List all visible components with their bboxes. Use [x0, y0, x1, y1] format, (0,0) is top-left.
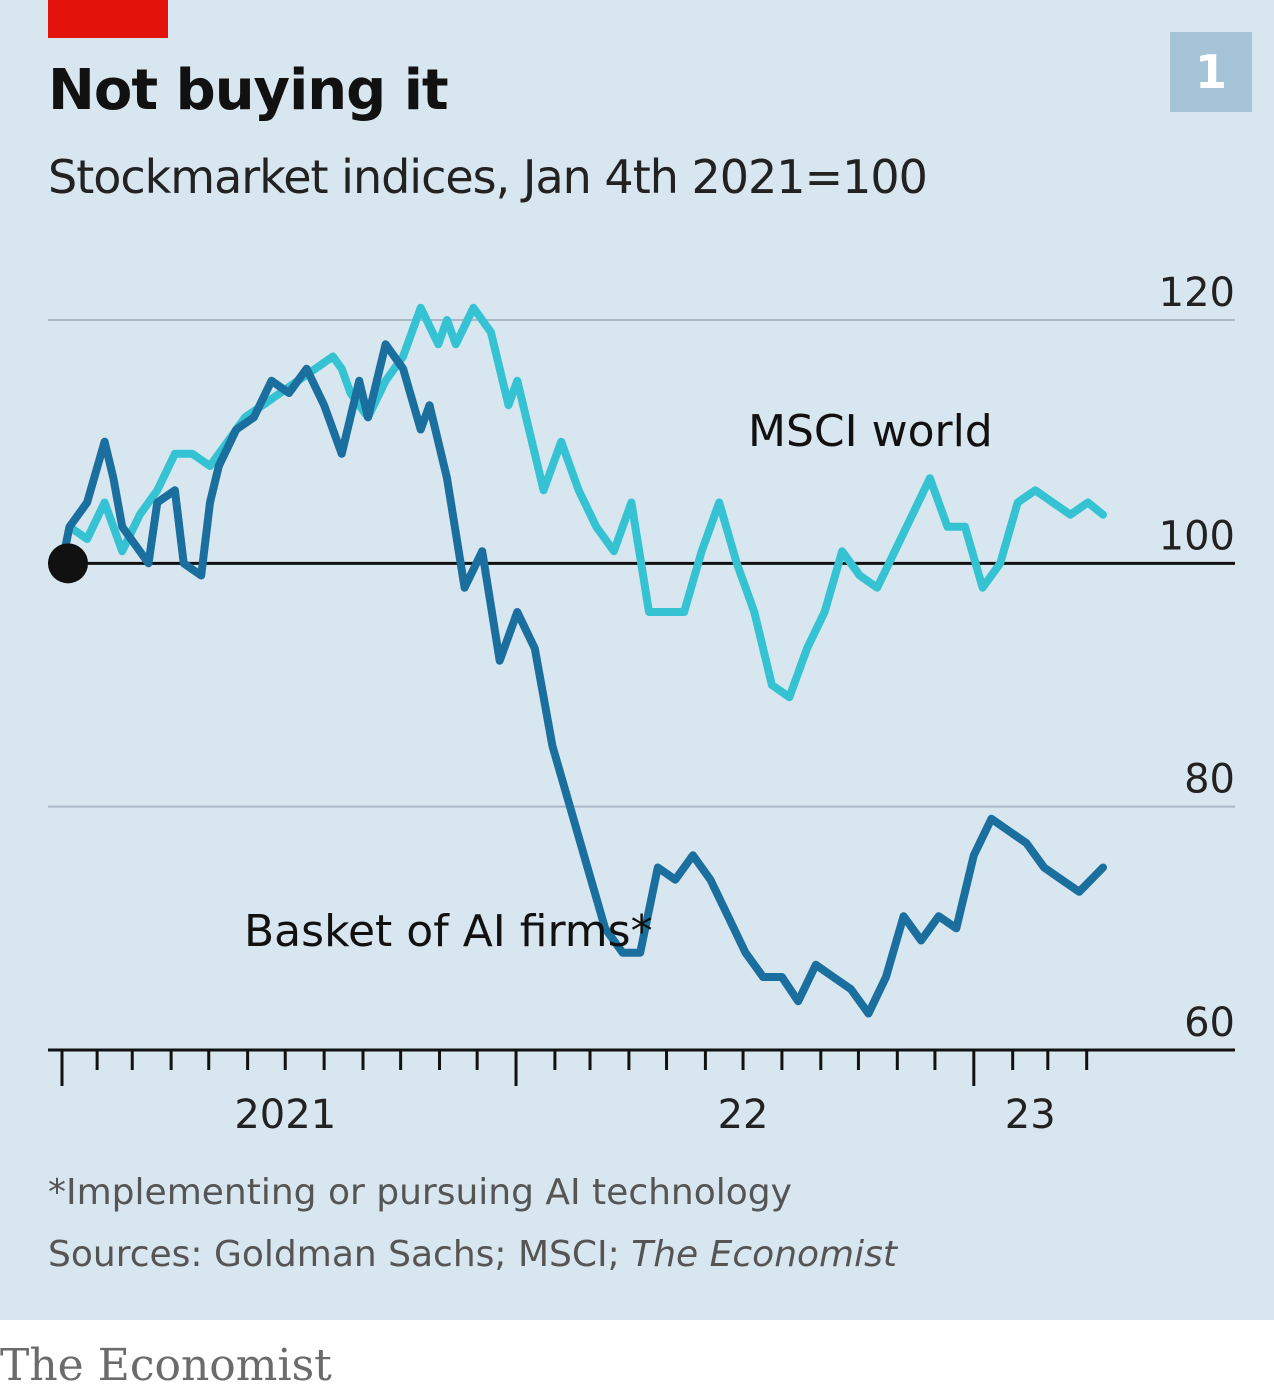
sources-prefix: Sources: Goldman Sachs; MSCI;	[48, 1234, 632, 1275]
chart-subtitle: Stockmarket indices, Jan 4th 2021=100	[48, 150, 928, 204]
y-tick-label-60: 60	[1184, 1000, 1235, 1046]
x-tick-label-2: 23	[1005, 1092, 1056, 1138]
x-tick-label-1: 22	[718, 1092, 769, 1138]
x-tick-label-0: 2021	[234, 1092, 336, 1138]
brand-red-tag	[48, 0, 168, 38]
y-tick-label-80: 80	[1184, 757, 1235, 803]
footnote: *Implementing or pursuing AI technology	[48, 1172, 792, 1213]
chart-title: Not buying it	[48, 58, 449, 123]
series-label-1: Basket of AI firms*	[244, 906, 653, 957]
chart-panel	[0, 0, 1274, 1320]
series-label-0: MSCI world	[748, 406, 993, 457]
chart-number-badge: 1	[1170, 32, 1252, 112]
series-line-1	[58, 340, 1107, 1018]
start-marker	[48, 543, 88, 584]
y-tick-label-120: 120	[1159, 270, 1235, 316]
line-chart: 60 80 100 120 2021 22 23 MSCI world Basket of …	[48, 270, 1235, 1138]
y-tick-label-100: 100	[1159, 513, 1235, 559]
series-line-0	[58, 303, 1107, 702]
brand-wordmark: The Economist	[0, 1340, 332, 1391]
x-axis: 2021 22 23	[60, 1050, 1089, 1138]
series-layer	[48, 303, 1107, 1018]
sources-note: Sources: Goldman Sachs; MSCI; The Econom…	[48, 1234, 897, 1275]
sources-italic: The Economist	[631, 1234, 897, 1275]
label-layer: MSCI world Basket of AI firms*	[244, 406, 993, 957]
